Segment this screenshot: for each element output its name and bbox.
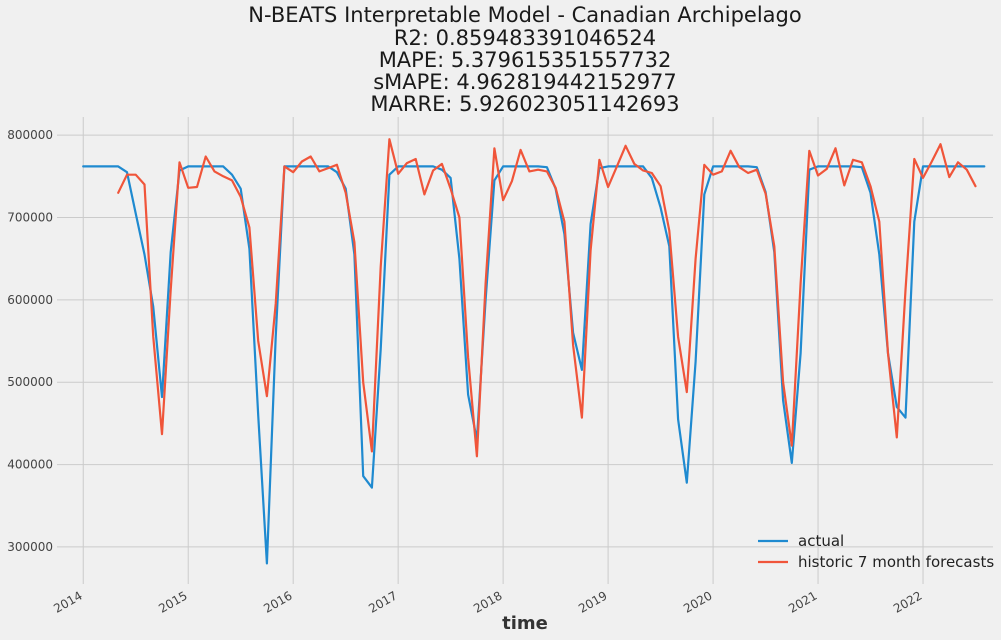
- chart-title-line-4: sMAPE: 4.962819442152977: [373, 70, 677, 94]
- y-tick-label: 500000: [7, 375, 53, 389]
- y-axis-ticks: 300000 400000 500000 600000 700000 800000: [7, 128, 53, 554]
- y-tick-label: 700000: [7, 210, 53, 224]
- series-lines: [82, 138, 986, 565]
- x-tick-label: 2022: [891, 588, 924, 615]
- x-tick-label: 2015: [156, 588, 189, 615]
- x-axis-label: time: [502, 613, 548, 634]
- legend-label: actual: [798, 532, 844, 550]
- chart-title-line-1: N-BEATS Interpretable Model - Canadian A…: [248, 3, 801, 27]
- y-tick-label: 300000: [7, 540, 53, 554]
- chart-title-line-5: MARRE: 5.926023051142693: [370, 92, 679, 116]
- x-tick-label: 2021: [786, 588, 819, 615]
- x-tick-label: 2018: [471, 588, 504, 615]
- chart-title: N-BEATS Interpretable Model - Canadian A…: [248, 3, 801, 116]
- x-tick-label: 2017: [366, 588, 399, 615]
- x-axis-ticks: 2014 2015 2016 2017 2018 2019 2020 2021 2022: [51, 588, 924, 615]
- y-tick-label: 600000: [7, 293, 53, 307]
- x-tick-label: 2016: [261, 588, 294, 615]
- chart-title-line-3: MAPE: 5.379615351557732: [379, 48, 672, 72]
- series-line-forecast: [117, 138, 977, 458]
- y-tick-label: 800000: [7, 128, 53, 142]
- y-tick-label: 400000: [7, 458, 53, 472]
- chart-title-line-2: R2: 0.859483391046524: [394, 26, 656, 50]
- legend: actual historic 7 month forecasts: [758, 532, 994, 571]
- x-tick-label: 2014: [51, 588, 84, 615]
- x-tick-label: 2019: [576, 588, 609, 615]
- series-line-actual: [82, 165, 986, 565]
- x-tick-label: 2020: [681, 588, 714, 615]
- legend-label: historic 7 month forecasts: [798, 553, 994, 571]
